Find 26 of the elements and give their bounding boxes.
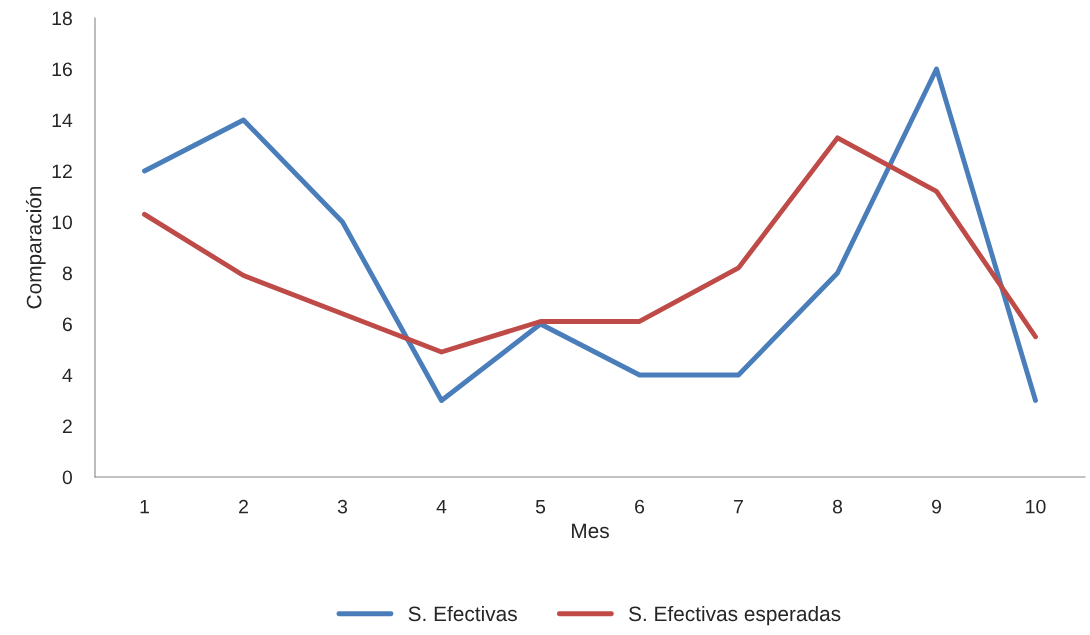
x-tick-label: 6	[635, 499, 645, 514]
y-axis-title: Comparación	[25, 186, 46, 309]
x-tick-label: 5	[535, 499, 546, 514]
legend-label: S. Efectivas esperadas	[629, 605, 841, 626]
y-tick-label: 18	[52, 11, 72, 26]
y-tick-label: 14	[52, 113, 73, 128]
x-tick-label: 10	[1026, 499, 1046, 514]
y-tick-label: 8	[62, 266, 72, 281]
x-tick-label: 7	[734, 499, 743, 514]
line-series	[142, 66, 1038, 403]
y-tick-label: 0	[62, 470, 73, 485]
legend-label: S. Efectivas	[408, 605, 517, 622]
y-tick-label: 4	[62, 368, 73, 383]
y-tick-label: 2	[62, 419, 72, 434]
line-series	[142, 135, 1038, 355]
x-tick-label: 2	[239, 499, 248, 514]
y-tick-label: 6	[62, 317, 72, 332]
x-tick-label: 9	[932, 499, 941, 514]
y-tick-label: 16	[52, 62, 72, 77]
x-tick-label: 4	[436, 499, 447, 514]
x-axis-title: Mes	[572, 523, 609, 539]
x-tick-label: 3	[337, 499, 348, 514]
y-tick-label: 12	[52, 164, 72, 179]
x-tick-label: 8	[832, 499, 843, 514]
x-tick-label: 1	[140, 499, 149, 514]
y-tick-label: 10	[52, 215, 73, 230]
